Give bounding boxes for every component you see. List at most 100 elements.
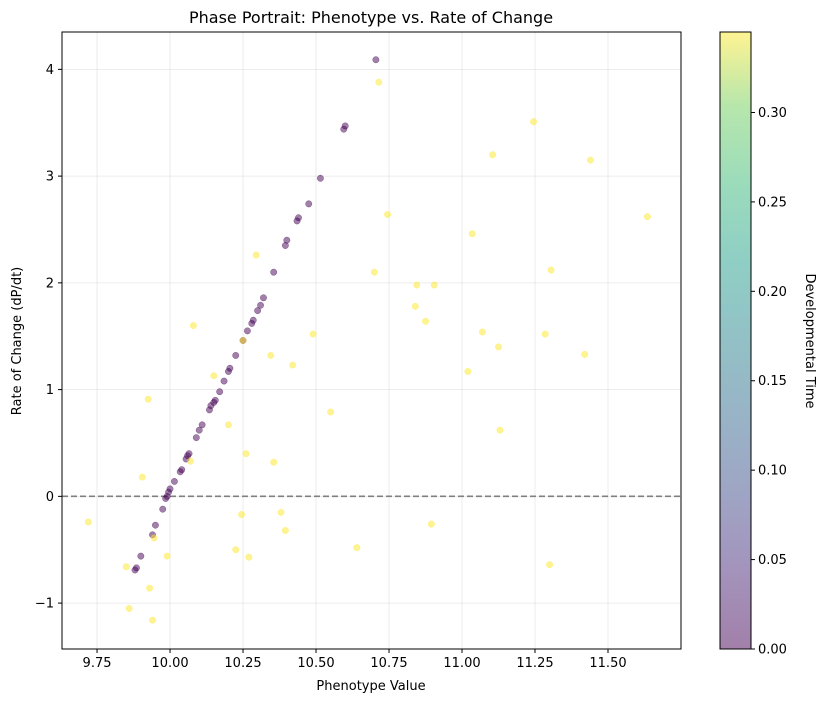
data-point [192, 434, 200, 442]
data-point [257, 301, 264, 309]
y-tick-label: 1 [46, 383, 54, 398]
data-point [427, 520, 435, 528]
colorbar-tick-label: 0.20 [758, 285, 787, 300]
colorbar-tick-label: 0.30 [758, 106, 787, 121]
y-tick-label: 0 [46, 490, 54, 505]
colorbar-tick-label: 0.00 [758, 643, 787, 658]
data-point [163, 552, 171, 560]
data-point [185, 450, 193, 458]
data-point [530, 118, 537, 126]
data-point [643, 213, 651, 221]
data-point [479, 328, 486, 336]
y-tick-label: 2 [46, 276, 54, 291]
data-point [496, 426, 504, 434]
data-point [495, 343, 502, 351]
plot-area [61, 31, 682, 650]
data-point [151, 521, 159, 529]
y-axis-ticks: −1 0 1 2 3 4 [35, 63, 62, 612]
data-point [305, 200, 313, 208]
y-tick-label: 3 [46, 170, 54, 185]
data-point [283, 236, 291, 244]
data-point [138, 473, 146, 481]
x-tick-label: 11.00 [443, 656, 480, 671]
data-point [422, 317, 429, 325]
data-point [430, 281, 438, 289]
colorbar-frame [719, 31, 752, 650]
data-point [216, 388, 224, 396]
x-tick-label: 10.25 [224, 656, 261, 671]
colorbar-tick-label: 0.05 [758, 553, 787, 568]
data-point [289, 361, 297, 369]
data-point [220, 377, 228, 385]
data-point [211, 396, 219, 404]
data-point [189, 322, 197, 330]
data-point [353, 544, 361, 552]
data-point [546, 561, 554, 569]
data-point [270, 268, 278, 276]
data-point [327, 408, 335, 416]
data-point [277, 508, 285, 516]
data-point [170, 477, 178, 485]
x-tick-label: 10.50 [297, 656, 334, 671]
data-point [150, 534, 158, 542]
data-point [587, 156, 594, 164]
colorbar-ticks: 0.00 0.05 0.10 0.15 0.20 0.25 0.30 [751, 106, 787, 658]
data-point [239, 337, 247, 344]
colorbar-tick-label: 0.15 [758, 374, 787, 389]
data-point [270, 458, 278, 466]
colorbar-label: Developmental Time [802, 273, 817, 408]
data-point [468, 230, 476, 238]
x-tick-label: 11.50 [589, 656, 626, 671]
data-point [372, 56, 380, 64]
data-point [224, 421, 232, 429]
data-point [159, 505, 167, 513]
data-point [122, 563, 130, 571]
y-tick-label: 4 [46, 63, 54, 78]
data-point [375, 78, 383, 86]
x-tick-label: 10.75 [370, 656, 407, 671]
data-point [144, 395, 152, 403]
data-point [242, 450, 250, 458]
x-tick-label: 9.75 [83, 656, 112, 671]
data-point [295, 214, 302, 222]
data-point [238, 511, 246, 518]
colorbar-tick-label: 0.25 [758, 195, 787, 210]
data-point [547, 266, 555, 274]
data-point [581, 350, 589, 358]
data-point [187, 457, 194, 465]
data-point [281, 527, 289, 534]
data-point [245, 553, 253, 561]
data-point [370, 268, 378, 276]
data-point [267, 351, 275, 359]
x-tick-label: 10.00 [151, 656, 188, 671]
data-point [166, 485, 174, 493]
data-point [384, 211, 392, 218]
data-point [149, 616, 156, 624]
grid-lines [62, 32, 681, 649]
data-point [137, 552, 145, 560]
data-point [178, 466, 186, 474]
data-point [316, 174, 324, 182]
data-point [226, 364, 234, 372]
y-tick-label: −1 [35, 597, 54, 612]
data-point [232, 351, 240, 359]
data-point [260, 294, 267, 302]
data-point [249, 316, 257, 324]
chart-title: Phase Portrait: Phenotype vs. Rate of Ch… [189, 8, 553, 27]
data-point [210, 372, 218, 380]
data-point [84, 518, 92, 526]
colorbar-tick-label: 0.10 [758, 464, 787, 479]
data-point [413, 281, 421, 289]
data-point [146, 584, 154, 592]
data-point [243, 327, 251, 335]
data-point [411, 302, 419, 310]
x-axis-ticks: 9.75 10.00 10.25 10.50 10.75 11.00 11.25 11.50 [83, 649, 627, 671]
data-point [541, 330, 549, 338]
x-tick-label: 11.25 [516, 656, 553, 671]
data-points [84, 56, 651, 624]
data-point [125, 604, 133, 612]
data-point [309, 330, 317, 338]
data-point [341, 122, 349, 130]
data-point [464, 368, 472, 375]
